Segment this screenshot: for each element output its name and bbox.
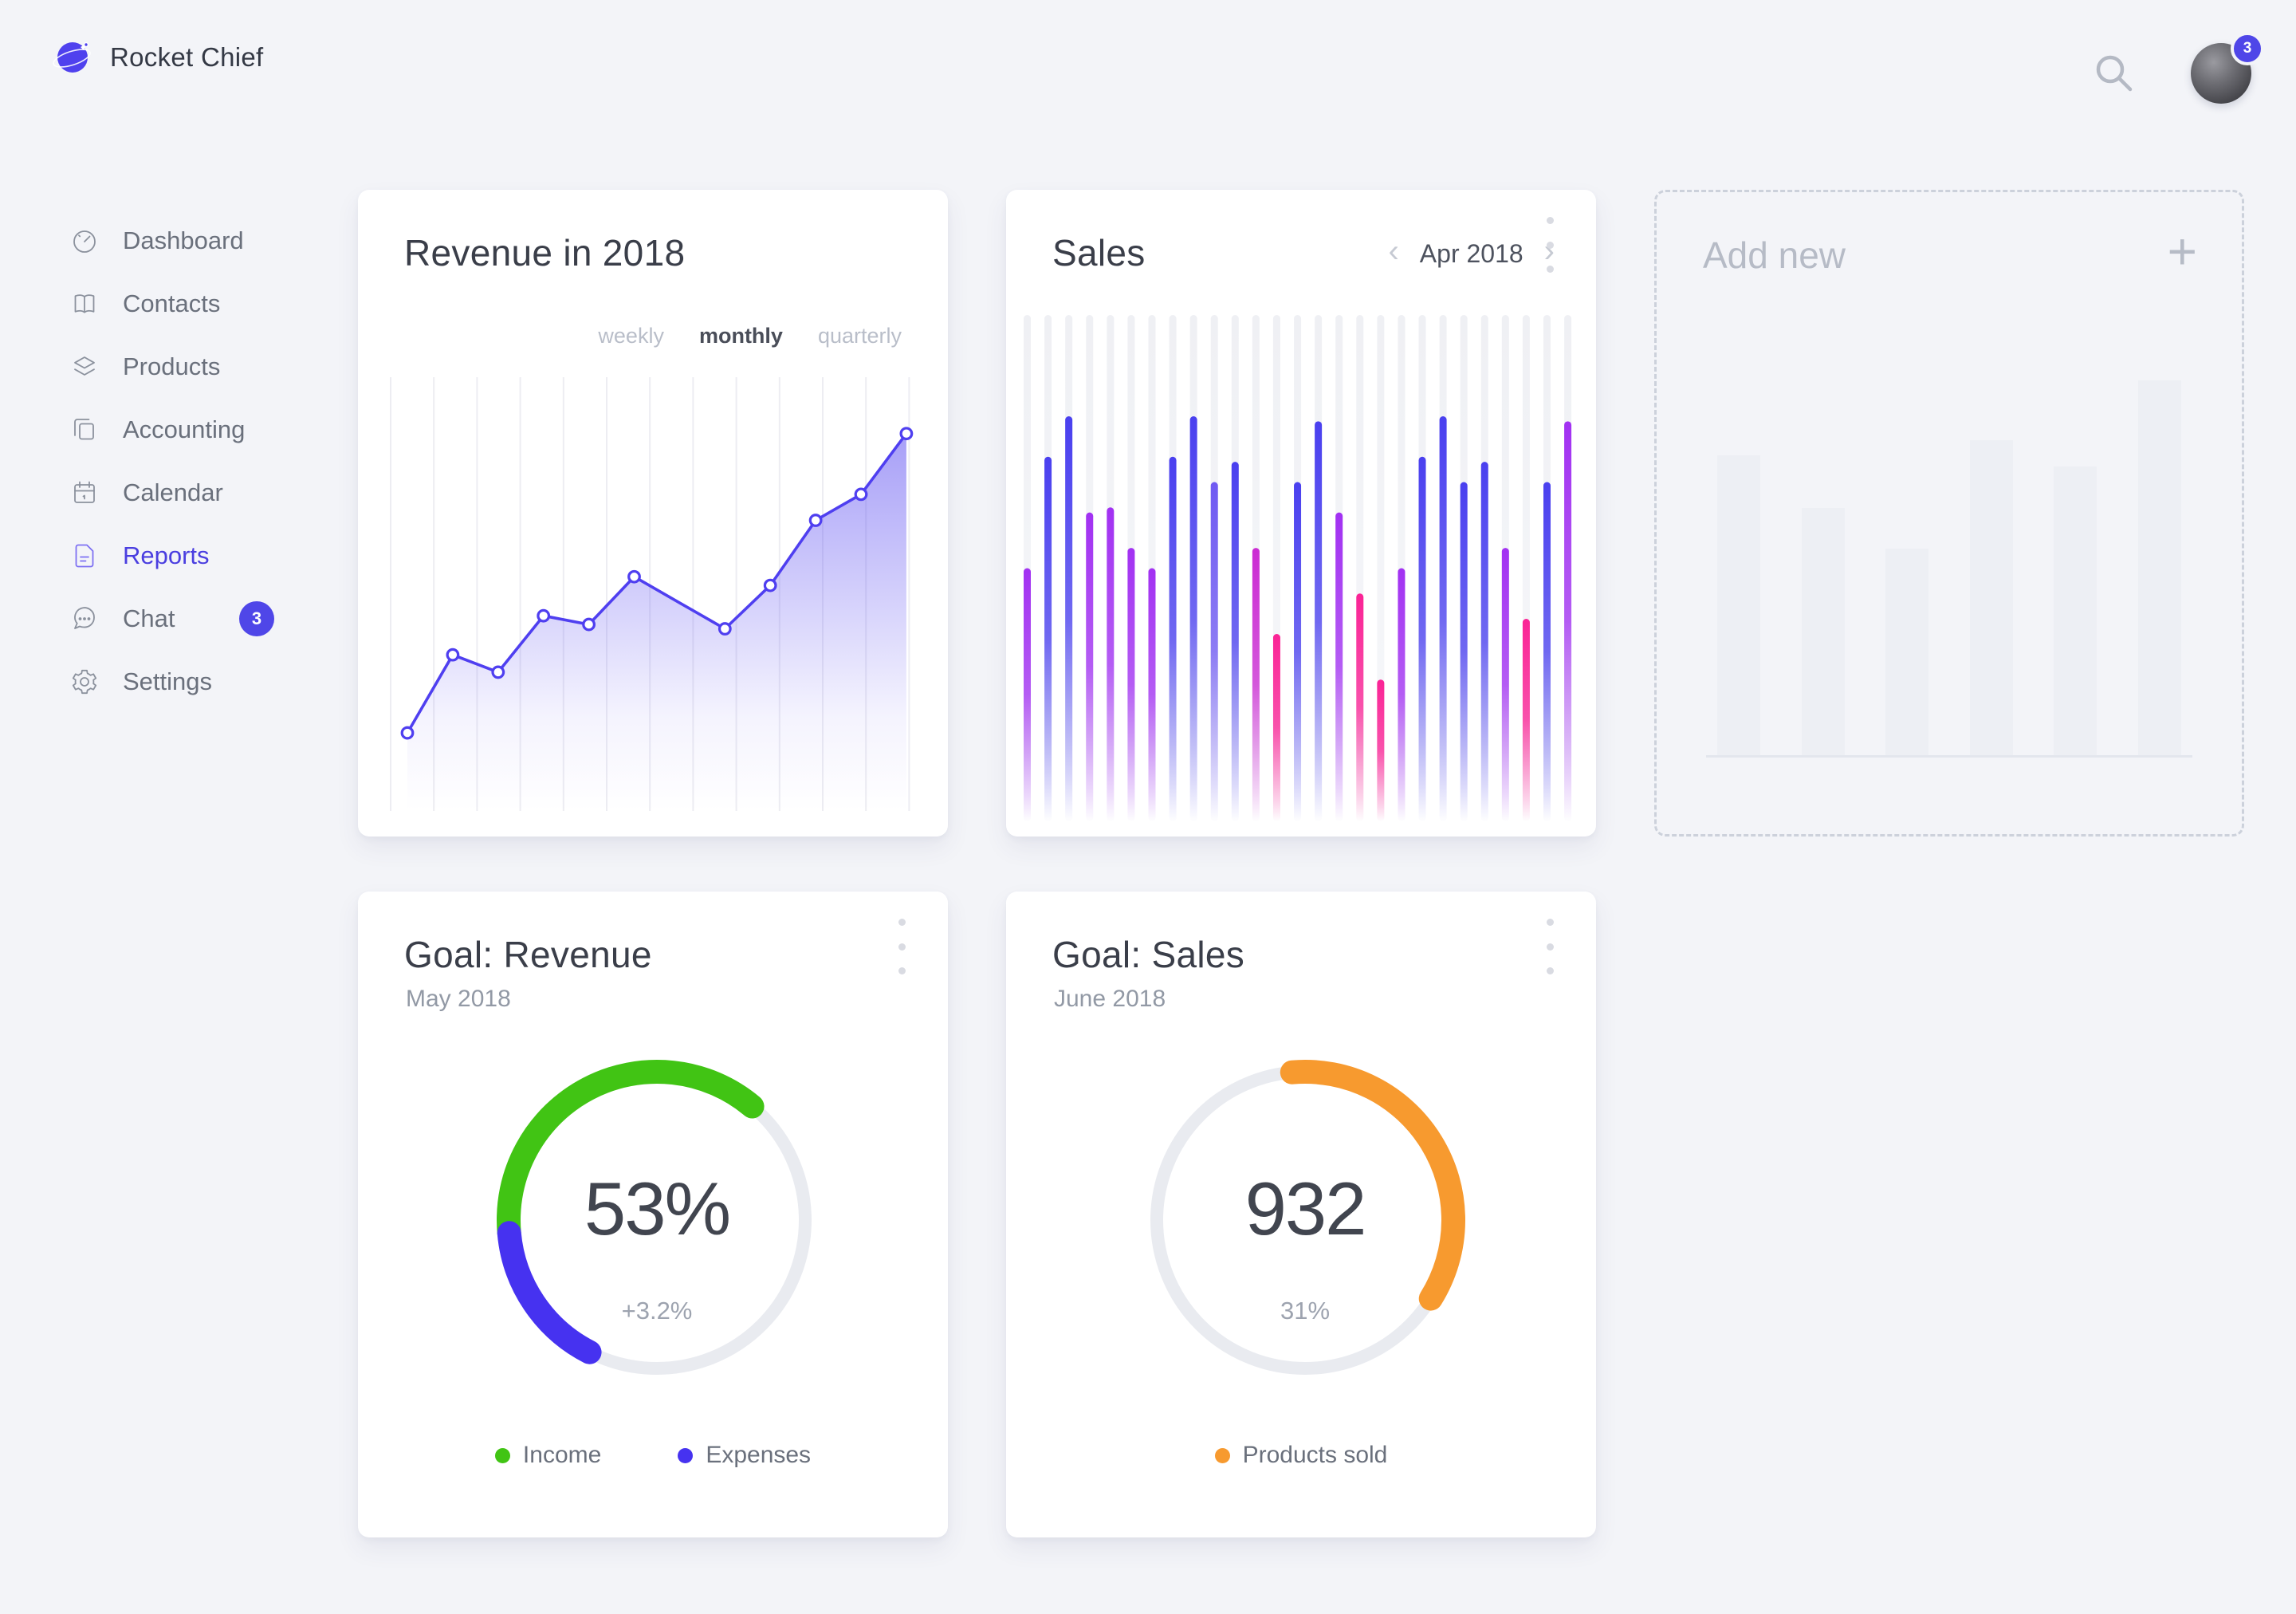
revenue-line-chart bbox=[390, 377, 914, 811]
gauge-icon bbox=[73, 230, 96, 253]
plus-icon[interactable]: + bbox=[2167, 222, 2197, 280]
tab-monthly[interactable]: monthly bbox=[698, 324, 783, 348]
sidebar-item-calendar[interactable]: Calendar bbox=[70, 461, 341, 524]
placeholder-bar bbox=[1801, 508, 1845, 755]
copy-icon bbox=[74, 418, 94, 439]
card-goal-sales: Goal: Sales June 2018 932 31% Products s… bbox=[1006, 892, 1596, 1537]
legend-label: Products sold bbox=[1242, 1442, 1388, 1468]
sidebar-item-products[interactable]: Products bbox=[70, 335, 341, 398]
placeholder-bar bbox=[1885, 549, 1929, 755]
goal-revenue-subtitle: May 2018 bbox=[406, 986, 511, 1012]
add-new-placeholder-chart bbox=[1706, 376, 2192, 758]
card-goal-revenue: Goal: Revenue May 2018 53% +3.2% Income E… bbox=[358, 892, 948, 1537]
sidebar-item-contacts[interactable]: Contacts bbox=[70, 272, 341, 335]
goal-revenue-legend: Income Expenses bbox=[358, 1442, 948, 1469]
goal-sales-subtitle: June 2018 bbox=[1054, 986, 1166, 1012]
legend-item: Income bbox=[494, 1442, 602, 1469]
notification-badge: 3 bbox=[2231, 32, 2264, 65]
revenue-title: Revenue in 2018 bbox=[404, 232, 686, 274]
legend-dot-icon bbox=[1214, 1447, 1230, 1463]
brand-name: Rocket Chief bbox=[110, 42, 264, 72]
layers-icon bbox=[74, 356, 95, 376]
goal-sales-menu-kebab-icon[interactable] bbox=[1534, 915, 1566, 978]
sales-period-nav: ‹ Apr 2018 › bbox=[1388, 234, 1555, 270]
goal-revenue-menu-kebab-icon[interactable] bbox=[886, 915, 918, 978]
add-new-title: Add new bbox=[1703, 234, 1846, 276]
sidebar-item-label: Chat bbox=[123, 604, 175, 632]
sales-menu-kebab-icon[interactable] bbox=[1534, 214, 1566, 276]
legend-label: Expenses bbox=[706, 1442, 812, 1468]
goal-revenue-delta: +3.2% bbox=[621, 1297, 693, 1325]
sidebar: Dashboard Contacts Products Accounting Calen… bbox=[70, 209, 341, 713]
legend-item: Expenses bbox=[678, 1442, 811, 1469]
sidebar-item-label: Settings bbox=[123, 667, 213, 695]
sidebar-item-label: Calendar bbox=[123, 478, 223, 506]
chat-badge: 3 bbox=[239, 600, 274, 636]
revenue-period-tabs: weekly monthly quarterly bbox=[598, 324, 902, 348]
sidebar-item-settings[interactable]: Settings bbox=[70, 650, 341, 713]
file-icon bbox=[75, 544, 94, 567]
search-button[interactable] bbox=[2090, 49, 2138, 97]
tab-quarterly[interactable]: quarterly bbox=[817, 324, 902, 348]
rocket-logo-icon bbox=[53, 41, 91, 73]
placeholder-bar bbox=[1969, 440, 2013, 755]
placeholder-bar bbox=[2054, 466, 2097, 755]
sales-title: Sales bbox=[1052, 232, 1146, 274]
legend-item: Products sold bbox=[1214, 1442, 1388, 1469]
calendar-icon bbox=[74, 481, 95, 503]
goal-revenue-value: 53% bbox=[584, 1167, 731, 1250]
goal-revenue-donut bbox=[497, 1060, 812, 1375]
legend-dot-icon bbox=[494, 1447, 510, 1463]
sidebar-item-label: Contacts bbox=[123, 289, 221, 317]
sidebar-item-label: Reports bbox=[123, 541, 210, 569]
sidebar-item-label: Dashboard bbox=[123, 226, 244, 254]
legend-label: Income bbox=[522, 1442, 602, 1468]
sidebar-item-reports[interactable]: Reports bbox=[70, 524, 341, 587]
card-sales: Sales ‹ Apr 2018 › bbox=[1006, 190, 1596, 837]
card-revenue: Revenue in 2018 weekly monthly quarterly bbox=[358, 190, 948, 837]
sidebar-item-chat[interactable]: Chat 3 bbox=[70, 587, 341, 650]
goal-sales-value: 932 bbox=[1244, 1167, 1367, 1250]
goal-sales-legend: Products sold bbox=[1006, 1442, 1596, 1469]
brand: Rocket Chief bbox=[51, 37, 264, 78]
legend-dot-icon bbox=[678, 1447, 694, 1463]
card-add-new[interactable]: Add new + bbox=[1654, 190, 2244, 837]
sidebar-item-label: Products bbox=[123, 352, 221, 380]
chat-icon bbox=[74, 606, 95, 629]
goal-sales-sub: 31% bbox=[1280, 1297, 1331, 1325]
placeholder-bar bbox=[1717, 455, 1760, 755]
tab-weekly[interactable]: weekly bbox=[598, 324, 664, 348]
sidebar-item-accounting[interactable]: Accounting bbox=[70, 398, 341, 461]
sales-bar-chart bbox=[1024, 315, 1572, 821]
book-icon bbox=[74, 293, 95, 313]
chevron-left-icon[interactable]: ‹ bbox=[1388, 234, 1399, 269]
placeholder-bar bbox=[2137, 380, 2181, 755]
search-icon bbox=[2096, 55, 2133, 92]
gear-icon bbox=[72, 669, 97, 694]
sidebar-item-dashboard[interactable]: Dashboard bbox=[70, 209, 341, 272]
goal-sales-title: Goal: Sales bbox=[1052, 934, 1245, 975]
top-bar: Rocket Chief 3 bbox=[0, 0, 2296, 112]
sales-period-label: Apr 2018 bbox=[1419, 238, 1523, 268]
sidebar-item-label: Accounting bbox=[123, 415, 246, 443]
goal-revenue-title: Goal: Revenue bbox=[404, 934, 652, 975]
goal-sales-donut bbox=[1150, 1060, 1465, 1375]
